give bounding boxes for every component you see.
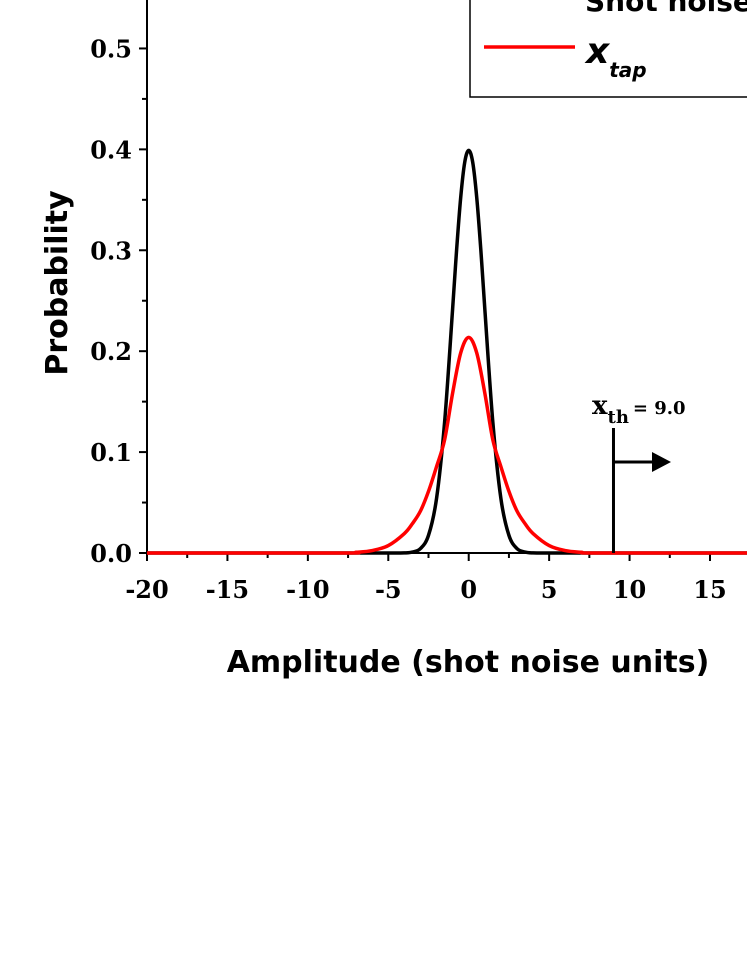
y-tick-label: 0.1 [90,438,132,467]
x-tick-label: -5 [375,575,402,604]
x-tick-label: 0 [460,575,477,604]
legend: Shot noise xtap [469,0,747,98]
x-tick-label: -10 [286,575,329,604]
x-tick-label: 5 [541,575,558,604]
y-tick-label: 0.5 [90,34,132,63]
axes: -20 -15 -10 -5 0 5 10 15 0.0 0.1 0.2 0.3 0.4 0.5 [90,0,747,604]
x-tick-label: 10 [613,575,646,604]
x-tick-label: 15 [693,575,726,604]
series-layer [147,148,747,555]
x-tick-label: -20 [125,575,168,604]
x-tick-label: -15 [206,575,249,604]
y-tick-label: 0.3 [90,236,132,265]
threshold-arrowhead-icon [652,452,671,472]
y-tick-label: 0.4 [90,135,132,164]
legend-label-x-tap: xtap [584,31,647,82]
y-tick-label: 0.0 [90,539,132,568]
legend-label-shot-noise: Shot noise [585,0,747,18]
threshold-label: xth = 9.0 [592,391,686,428]
series-line-0 [147,148,747,555]
series-line-1 [147,335,747,555]
y-tick-label: 0.2 [90,337,132,366]
y-axis-title: Probability [40,190,75,376]
x-axis-title: Amplitude (shot noise units) [227,645,710,680]
threshold-annotation: xth = 9.0 [592,391,686,553]
